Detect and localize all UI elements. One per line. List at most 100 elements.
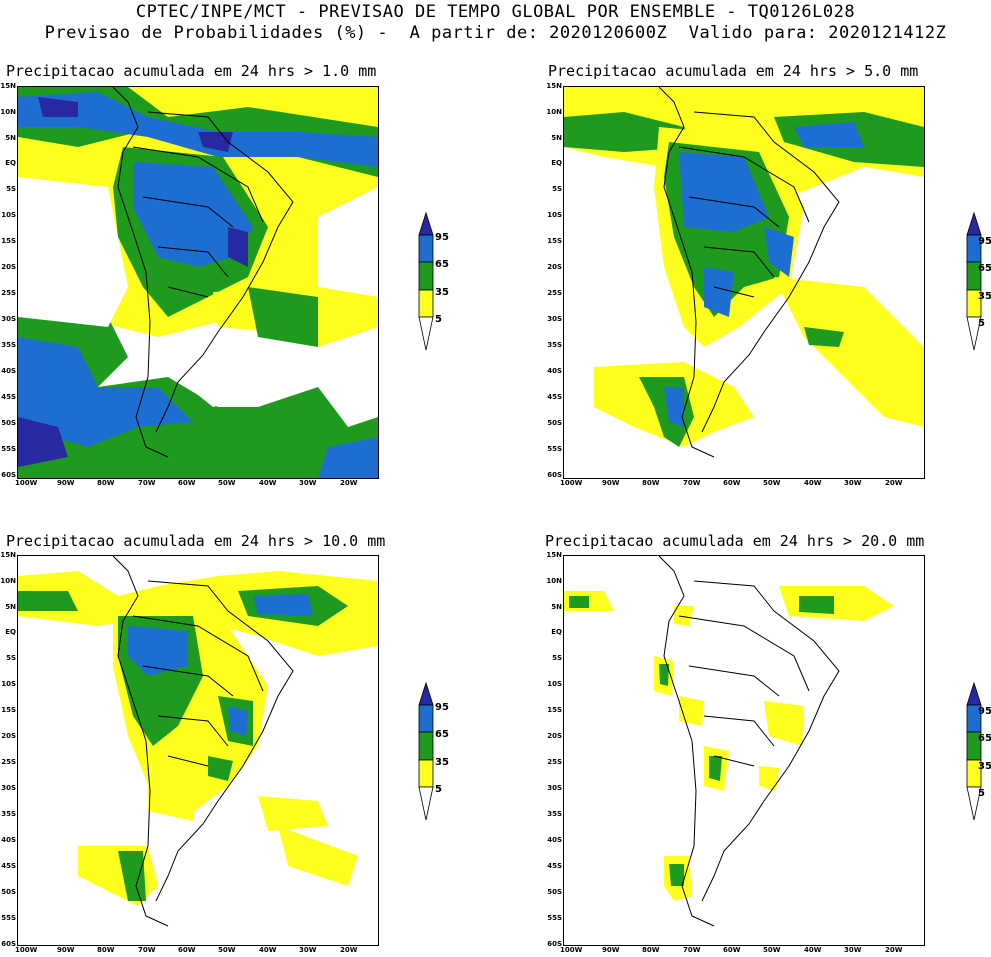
probability-field: [564, 87, 924, 447]
colorbar-label: 95: [978, 236, 991, 247]
colorbar: 95 65 35 5: [417, 210, 477, 355]
lat-label: 60S: [547, 940, 562, 948]
lon-label: 50W: [218, 479, 236, 487]
lat-label: 15S: [547, 237, 562, 245]
colorbar-label: 65: [978, 263, 991, 274]
lat-label: 30S: [1, 784, 16, 792]
lat-label: EQ: [5, 628, 16, 636]
lon-label: 30W: [299, 479, 317, 487]
lat-label: 40S: [547, 367, 562, 375]
lat-label: 40S: [547, 836, 562, 844]
lat-label: 45S: [547, 393, 562, 401]
lon-label: 20W: [885, 946, 903, 954]
lon-label: 100W: [560, 946, 583, 954]
lat-label: 55S: [1, 914, 16, 922]
lat-label: 60S: [1, 471, 16, 479]
colorbar-label: 35: [435, 287, 449, 298]
colorbar-label: 65: [435, 729, 449, 740]
lon-label: 90W: [57, 479, 75, 487]
lat-label: 5S: [6, 185, 16, 193]
lon-label: 40W: [259, 946, 277, 954]
lat-label: 45S: [1, 862, 16, 870]
lat-label: 60S: [547, 471, 562, 479]
lon-label: 20W: [340, 946, 358, 954]
colorbar: 95 65 35 5: [965, 680, 991, 825]
lat-label: 10N: [0, 108, 16, 116]
colorbar: 95 65 35 5: [965, 210, 991, 355]
colorbar-label: 65: [978, 733, 991, 744]
lat-label: 10S: [1, 680, 16, 688]
lat-label: 45S: [1, 393, 16, 401]
lat-label: 20S: [547, 263, 562, 271]
lat-label: 15N: [546, 551, 562, 559]
lat-label: 50S: [547, 419, 562, 427]
lat-label: EQ: [551, 628, 562, 636]
colorbar-label: 35: [435, 757, 449, 768]
lat-label: 15N: [0, 551, 16, 559]
lon-label: 70W: [683, 946, 701, 954]
panel-title: Precipitacao acumulada em 24 hrs > 20.0 …: [545, 532, 925, 550]
lat-label: 50S: [1, 419, 16, 427]
colorbar-label: 5: [978, 318, 985, 329]
lat-label: 5S: [552, 654, 562, 662]
lat-label: 15N: [546, 82, 562, 90]
lon-label: 50W: [763, 946, 781, 954]
colorbar-label: 5: [435, 784, 442, 795]
lat-label: 20S: [547, 732, 562, 740]
lon-label: 50W: [218, 946, 236, 954]
lon-label: 80W: [642, 479, 660, 487]
panel-title: Precipitacao acumulada em 24 hrs > 10.0 …: [6, 532, 386, 550]
lat-label: 35S: [547, 341, 562, 349]
lat-label: 15S: [547, 706, 562, 714]
lat-label: 55S: [547, 445, 562, 453]
lat-label: 10N: [546, 577, 562, 585]
lat-label: 50S: [1, 888, 16, 896]
lon-label: 80W: [642, 946, 660, 954]
lat-label: 55S: [547, 914, 562, 922]
colorbar-label: 95: [978, 706, 991, 717]
colorbar-label: 95: [435, 232, 449, 243]
map-area: [563, 86, 925, 479]
lon-label: 90W: [602, 479, 620, 487]
lat-label: EQ: [551, 159, 562, 167]
lat-label: 20S: [1, 263, 16, 271]
colorbar-label: 5: [978, 788, 985, 799]
lat-label: 10S: [1, 211, 16, 219]
lon-label: 50W: [763, 479, 781, 487]
lat-label: 25S: [1, 758, 16, 766]
probability-field: [564, 586, 894, 901]
colorbar-label: 5: [435, 314, 442, 325]
lon-label: 70W: [683, 479, 701, 487]
lat-label: 50S: [547, 888, 562, 896]
lat-label: 5S: [6, 654, 16, 662]
lat-label: 30S: [1, 315, 16, 323]
colorbar-label: 65: [435, 259, 449, 270]
lat-label: 20S: [1, 732, 16, 740]
lat-label: 5S: [552, 185, 562, 193]
lat-label: 15S: [1, 706, 16, 714]
coastlines: [658, 556, 840, 927]
probability-field: [18, 87, 378, 478]
lon-label: 20W: [885, 479, 903, 487]
lat-label: 15N: [0, 82, 16, 90]
lat-label: EQ: [5, 159, 16, 167]
header-line-2: Previsao de Probabilidades (%) - A parti…: [44, 23, 947, 43]
lat-label: 10S: [547, 211, 562, 219]
lon-label: 60W: [723, 479, 741, 487]
lat-label: 5N: [551, 134, 562, 142]
colorbar-label: 95: [435, 702, 449, 713]
map-area: [17, 555, 379, 946]
lon-label: 40W: [804, 946, 822, 954]
lat-label: 40S: [1, 367, 16, 375]
lat-label: 5N: [551, 603, 562, 611]
lon-label: 30W: [844, 946, 862, 954]
coastlines: [112, 556, 294, 927]
lat-label: 30S: [547, 315, 562, 323]
lon-label: 20W: [340, 479, 358, 487]
lon-label: 100W: [560, 479, 583, 487]
lat-label: 10N: [546, 108, 562, 116]
lat-label: 55S: [1, 445, 16, 453]
lon-label: 100W: [15, 946, 38, 954]
lon-label: 40W: [259, 479, 277, 487]
colorbar-label: 35: [978, 761, 991, 772]
